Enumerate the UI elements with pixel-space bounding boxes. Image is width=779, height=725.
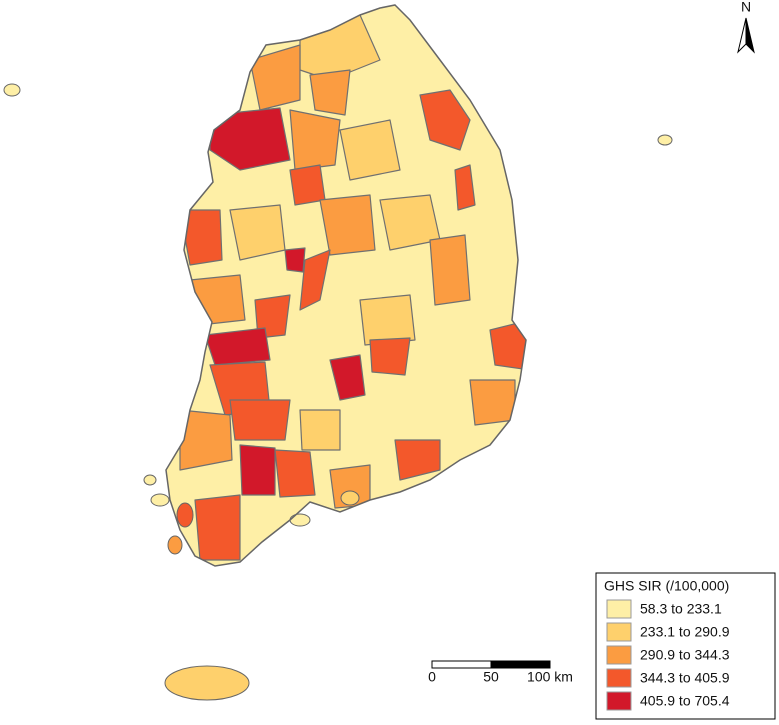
scale-seg <box>490 660 551 669</box>
region <box>289 109 341 171</box>
island <box>143 474 157 486</box>
region <box>419 89 471 151</box>
region <box>429 234 471 306</box>
mainland <box>166 5 526 566</box>
region <box>254 294 291 339</box>
region <box>394 439 441 481</box>
island <box>289 513 311 527</box>
island <box>176 502 194 528</box>
region <box>289 164 326 206</box>
island <box>150 493 170 507</box>
legend-label: 233.1 to 290.9 <box>640 624 730 640</box>
arrow-right <box>745 17 755 54</box>
region <box>239 444 276 496</box>
legend-title: GHS SIR (/100,000) <box>604 578 729 594</box>
region <box>329 354 366 401</box>
region <box>249 44 301 111</box>
scale-label: 50 <box>483 669 499 685</box>
region <box>274 449 316 498</box>
region <box>189 274 246 326</box>
legend-label: 290.9 to 344.3 <box>640 647 730 663</box>
legend-label: 344.3 to 405.9 <box>640 670 730 686</box>
region <box>179 209 223 266</box>
region <box>194 494 241 561</box>
region <box>299 409 341 451</box>
region <box>179 409 233 471</box>
region <box>309 69 351 116</box>
region <box>299 249 331 311</box>
region <box>339 119 401 181</box>
island <box>657 134 673 146</box>
legend-swatch <box>606 622 632 642</box>
legend-swatch <box>606 668 632 688</box>
region <box>319 194 376 256</box>
region <box>204 327 271 366</box>
region <box>369 337 411 376</box>
legend-swatch <box>606 599 632 619</box>
region <box>229 204 286 261</box>
legend-label: 58.3 to 233.1 <box>640 601 722 617</box>
region <box>229 399 291 441</box>
island <box>164 665 250 701</box>
scale-seg <box>431 660 492 669</box>
coastline <box>165 4 527 567</box>
legend-label: 405.9 to 705.4 <box>640 693 730 709</box>
scale-label: 0 <box>428 669 436 685</box>
island <box>3 83 21 97</box>
region <box>284 247 306 273</box>
islands <box>3 83 673 701</box>
region <box>359 294 416 346</box>
legend-swatch <box>606 645 632 665</box>
island <box>340 490 360 506</box>
legend-swatch <box>606 691 632 711</box>
region <box>454 164 476 211</box>
north-label: N <box>741 0 751 15</box>
scale-bar: 0 50 100 km <box>428 660 573 685</box>
region <box>469 379 516 426</box>
island <box>167 535 183 555</box>
arrow-left <box>737 17 747 54</box>
north-arrow: N <box>737 0 755 54</box>
scale-label: 100 km <box>527 669 573 685</box>
legend: GHS SIR (/100,000) 58.3 to 233.1 233.1 to… <box>595 572 776 720</box>
